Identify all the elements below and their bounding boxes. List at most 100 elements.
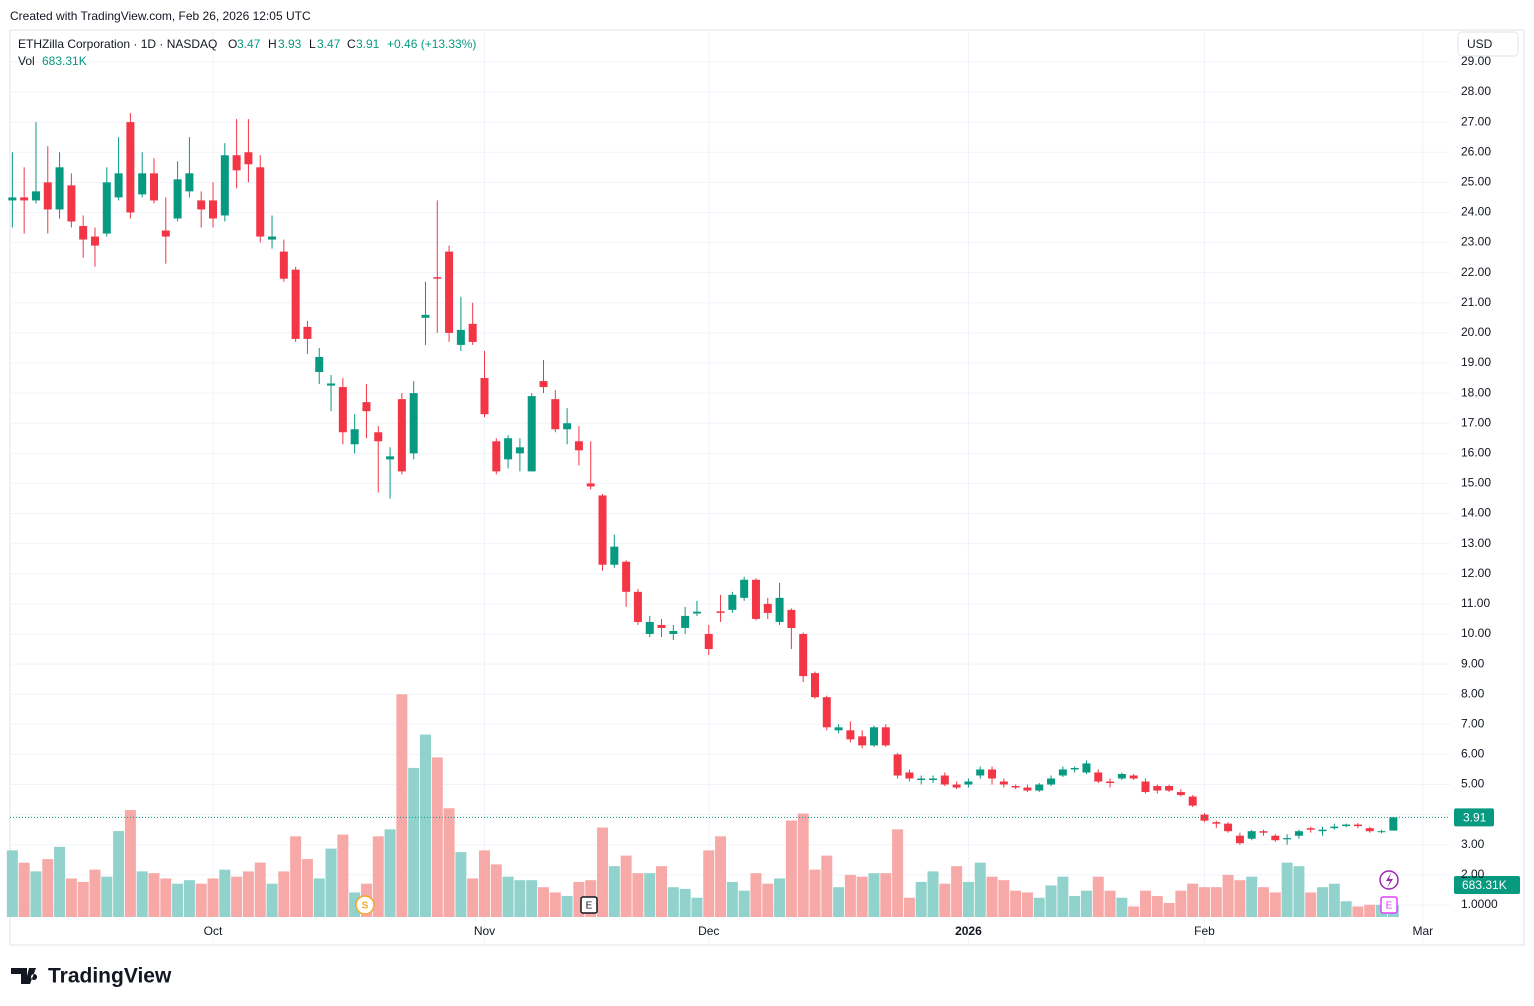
candle-body [763,603,772,613]
volume-bar [821,855,833,917]
volume-tag-label: 683.31K [1462,878,1507,892]
volume-bar [148,873,160,917]
volume-bar [207,878,219,917]
candle-body [657,624,666,628]
ohlc-value: 3.47 [317,37,341,51]
volume-bar [1033,897,1045,917]
candle-body [492,441,501,472]
volume-bar [266,883,278,917]
volume-name: Vol [18,54,35,68]
volume-bar [797,813,809,917]
volume-bar [219,869,231,917]
candle-body [846,730,855,740]
event-icon[interactable] [1380,896,1398,914]
candle-body [586,483,595,487]
volume-bar [77,881,89,917]
volume-bar [1246,876,1258,917]
y-tick-label: 3.00 [1461,837,1485,851]
candle-body [362,402,371,412]
volume-bar [65,878,77,917]
volume-bar [1010,890,1022,917]
candle-body [504,438,513,460]
volume-bar [620,855,632,917]
event-label[interactable]: E [1386,901,1393,912]
volume-bar [1069,895,1081,917]
volume-bar [892,829,904,917]
y-tick-label: 16.00 [1461,445,1491,459]
y-tick-label: 14.00 [1461,506,1491,520]
candle-body [988,769,997,779]
y-tick-label: 8.00 [1461,686,1485,700]
volume-bar [1045,885,1057,917]
candle-body [551,399,560,430]
ohlc-letter: H [268,37,277,51]
volume-bar [313,878,325,917]
volume-bar [6,850,18,917]
candle-body [315,356,324,373]
y-tick-label: 5.00 [1461,777,1485,791]
event-lightning [1386,873,1393,888]
candle-body [704,633,713,650]
candle-body [822,697,831,728]
volume-bar [1057,876,1069,917]
volume-bar [349,892,361,917]
volume-bar [183,880,195,917]
change-label: +0.46 (+13.33%) [387,37,476,51]
y-tick-label: 26.00 [1461,144,1491,158]
volume-bar [785,820,797,917]
event-icon[interactable] [580,896,598,914]
volume-bar [561,895,573,917]
candle-body [185,173,194,192]
candle-body [1188,796,1197,806]
volume-bar [915,881,927,917]
volume-bar [231,876,243,917]
volume-bar [986,876,998,917]
chart-frame [9,29,1525,946]
volume-bar [1128,906,1140,917]
y-tick-label: 19.00 [1461,355,1491,369]
currency-box[interactable] [1457,31,1519,57]
currency[interactable]: USD [1467,37,1493,51]
candle-body [1165,786,1174,791]
event-label[interactable]: E [586,901,593,912]
candle-body [527,396,536,472]
volume-bar [632,873,644,917]
volume-bar [1198,887,1210,917]
candle-body [728,594,737,610]
volume-bar [691,897,703,917]
candle-body [31,191,40,201]
volume-bar [538,887,550,917]
volume-bar [608,866,620,917]
candle-body [20,197,29,201]
volume-bar [290,836,302,917]
candle-body [374,432,383,442]
candle-body [574,441,583,451]
candle-body [303,326,312,339]
y-tick-label: 27.00 [1461,114,1491,128]
event-label[interactable]: S [362,901,369,912]
candle-body [1011,786,1020,788]
candle-body [1306,828,1315,830]
volume-bar [703,850,715,917]
candle-body [1247,831,1256,839]
volume-bar [1269,892,1281,917]
volume-bar [419,734,431,917]
volume-last: 683.31K [42,54,87,68]
volume-bar [372,836,384,917]
candle-body [209,200,218,219]
candle-body [1330,826,1339,829]
event-icon[interactable] [355,895,375,915]
volume-bar [337,834,349,917]
volume-bar [927,871,939,917]
candle-body [1318,829,1327,832]
volume-bar [101,876,113,917]
volume-bar [726,881,738,917]
candle-body [67,185,76,222]
volume-bar [974,862,986,917]
volume-bar [172,883,184,917]
candle-body [468,323,477,342]
y-tick-label: 9.00 [1461,656,1485,670]
y-tick-label: 13.00 [1461,536,1491,550]
volume-bar [998,880,1010,917]
